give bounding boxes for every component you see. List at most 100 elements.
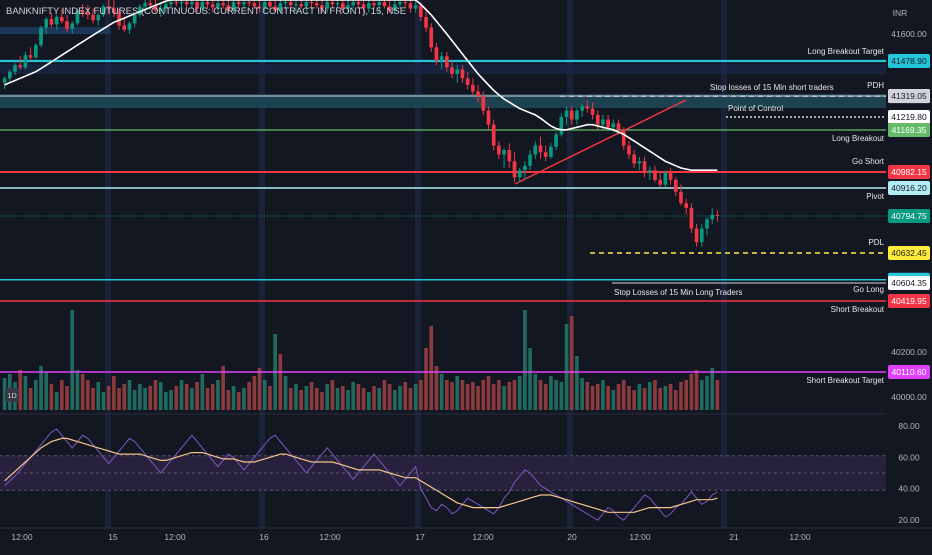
- volume-bar: [419, 380, 423, 410]
- candle-body: [569, 110, 574, 120]
- time-tick-label: 20: [567, 532, 577, 542]
- candle-body: [65, 21, 69, 29]
- volume-bar: [372, 386, 376, 410]
- volume-bar: [138, 384, 142, 410]
- time-tick-label: 12:00: [11, 532, 33, 542]
- oscillator-signal-line: [4, 437, 718, 513]
- candle-body: [595, 114, 600, 125]
- volume-bar: [590, 386, 595, 410]
- candle-body: [127, 23, 132, 30]
- volume-bar: [517, 376, 522, 410]
- candle-body: [450, 67, 454, 74]
- volume-bar: [549, 376, 553, 410]
- volume-bar: [39, 366, 43, 410]
- candle-body: [49, 19, 54, 25]
- price-tick-label: 40000.00: [891, 392, 927, 402]
- candle-body: [538, 145, 543, 153]
- level-label: Long Breakout Target: [808, 47, 885, 56]
- candle-body: [190, 2, 194, 5]
- candle-body: [710, 214, 715, 220]
- volume-bar: [554, 380, 558, 410]
- candle-body: [424, 17, 428, 28]
- volume-bar: [80, 374, 85, 410]
- volume-bar: [179, 380, 184, 410]
- volume-bar: [143, 388, 147, 410]
- candle-body: [96, 14, 101, 21]
- volume-bar: [195, 382, 199, 410]
- level-label: Short Breakout Target: [806, 376, 884, 385]
- price-badge: [888, 110, 930, 124]
- candle-body: [575, 110, 579, 120]
- candle-body: [169, 2, 173, 5]
- volume-bar: [132, 390, 137, 410]
- candle-body: [247, 2, 251, 4]
- volume-bar: [320, 392, 324, 410]
- volume-bar: [174, 386, 179, 410]
- candle-body: [398, 2, 402, 5]
- time-tick-label: 15: [108, 532, 118, 542]
- time-tick-label: 12:00: [319, 532, 341, 542]
- candle-body: [33, 45, 38, 58]
- volume-bar: [689, 374, 694, 410]
- volume-bar: [96, 382, 101, 410]
- volume-bar: [481, 380, 486, 410]
- volume-bar: [2, 378, 7, 410]
- candle-body: [387, 6, 392, 11]
- candle-body: [616, 123, 621, 130]
- volume-bar: [533, 374, 538, 410]
- candle-body: [75, 10, 80, 24]
- volume-bar: [699, 380, 704, 410]
- level-label: Stop Losses of 15 Min Long Traders: [614, 288, 743, 297]
- candle-body: [13, 65, 17, 72]
- volume-bar: [247, 382, 251, 410]
- time-tick-label: 12:00: [789, 532, 811, 542]
- candle-body: [268, 2, 272, 7]
- volume-bar: [351, 382, 356, 410]
- candle-body: [356, 2, 361, 5]
- level-label: Stop losses of 15 Min short traders: [710, 83, 834, 92]
- level-label: Long Breakout: [832, 134, 885, 143]
- candle-body: [392, 4, 397, 11]
- last-price-label: 40794.75: [891, 211, 927, 221]
- candle-body: [226, 5, 231, 11]
- volume-bar: [304, 386, 309, 410]
- candle-body: [673, 179, 678, 192]
- candle-body: [476, 91, 480, 96]
- candle-body: [663, 172, 668, 185]
- candle-body: [299, 4, 303, 7]
- price-badge-label: 40604.35: [891, 278, 927, 288]
- volume-bar: [668, 384, 673, 410]
- candle-body: [601, 119, 605, 125]
- volume-bar: [382, 380, 387, 410]
- price-badge-label: 41169.35: [892, 125, 927, 135]
- candle-body: [507, 150, 512, 162]
- volume-bar: [616, 384, 621, 410]
- candle-body: [642, 161, 647, 173]
- candle-body: [117, 12, 121, 26]
- candle-body: [60, 17, 64, 22]
- candle-body: [179, 2, 184, 4]
- volume-bar: [606, 386, 610, 410]
- volume-bar: [158, 382, 163, 410]
- price-badge-label: 40982.15: [891, 167, 927, 177]
- candle-body: [372, 3, 376, 6]
- price-badge: [888, 276, 930, 290]
- candle-body: [445, 56, 449, 68]
- candle-body: [210, 4, 215, 8]
- candle-body: [216, 3, 220, 8]
- volume-bar: [278, 354, 283, 410]
- candle-body: [143, 3, 147, 7]
- volume-bar: [663, 386, 668, 410]
- volume-bar: [28, 388, 33, 410]
- candle-body: [455, 69, 460, 74]
- candle-body: [523, 165, 527, 171]
- candles: [2, 0, 720, 247]
- price-badge: [888, 165, 930, 179]
- volume-bar: [658, 388, 662, 410]
- candle-body: [585, 106, 590, 109]
- time-tick-label: 16: [259, 532, 269, 542]
- volume-bar: [366, 392, 371, 410]
- oscillator-tick-label: 20.00: [898, 515, 920, 525]
